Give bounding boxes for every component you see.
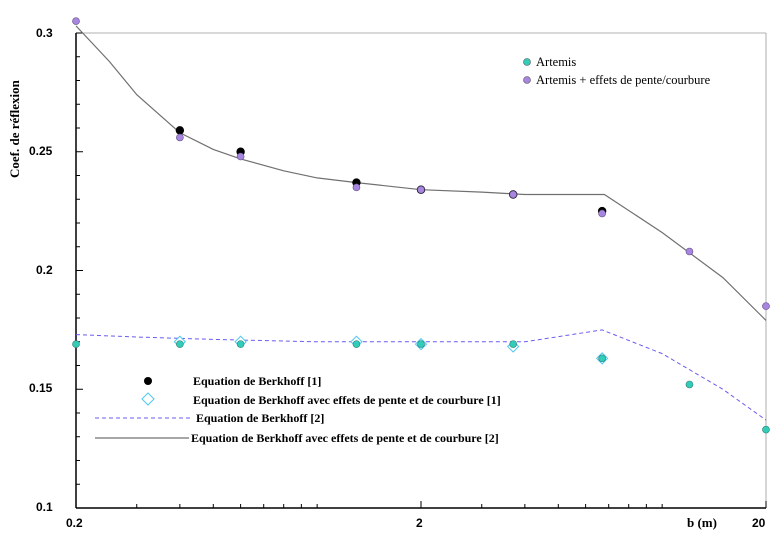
legend-label-berkhoff-1: Equation de Berkhoff [1] — [193, 374, 321, 388]
marker-artemis-pc — [417, 185, 425, 194]
marker-artemis-pc — [176, 133, 184, 142]
legend-marker-berkhoff-pc-1 — [141, 392, 155, 406]
series-line-berkhoff-pc-2 — [75, 25, 767, 321]
series-line-berkhoff-2 — [75, 329, 767, 421]
marker-artemis — [598, 354, 606, 363]
x-tick-label: 20 — [752, 516, 766, 530]
marker-artemis — [236, 340, 245, 348]
marker-artemis — [685, 380, 694, 389]
marker-berkhoff-1 — [175, 126, 185, 135]
legend-label-berkhoff-pc-1: Equation de Berkhoff avec effets de pent… — [193, 393, 501, 407]
marker-artemis-pc — [352, 183, 361, 192]
y-tick-label: 0.15 — [29, 381, 53, 395]
marker-artemis — [176, 340, 184, 348]
marker-artemis-pc — [509, 190, 517, 199]
legend-label-berkhoff-pc-2: Equation de Berkhoff avec effets de pent… — [191, 431, 499, 445]
legend-bottom: Equation de Berkhoff [1] Equation de Ber… — [95, 374, 501, 445]
legend-top: Artemis Artemis + effets de pente/courbu… — [523, 55, 711, 87]
marker-artemis-pc — [598, 209, 606, 218]
legend-label-artemis: Artemis — [536, 55, 576, 69]
legend-marker-artemis — [523, 58, 531, 66]
legend-label-berkhoff-2: Equation de Berkhoff [2] — [196, 411, 324, 425]
marker-artemis — [509, 340, 517, 348]
y-tick-label: 0.1 — [36, 500, 53, 514]
legend-marker-artemis-pc — [523, 76, 531, 84]
marker-artemis-pc — [72, 17, 80, 25]
marker-artemis-pc — [685, 247, 694, 256]
x-tick-label: 0.2 — [66, 516, 83, 530]
marker-artemis-pc — [762, 302, 770, 310]
legend-label-artemis-pc: Artemis + effets de pente/courbure — [536, 73, 711, 87]
marker-artemis-pc — [236, 152, 245, 161]
y-tick-label: 0.25 — [29, 144, 53, 158]
x-tick-label: 2 — [416, 516, 423, 530]
markers — [72, 17, 770, 434]
y-tick-label: 0.3 — [36, 26, 53, 40]
legend-marker-berkhoff-1 — [144, 377, 152, 385]
marker-artemis — [417, 340, 425, 348]
marker-artemis — [352, 340, 361, 348]
marker-artemis — [762, 425, 770, 434]
y-axis-title: Coef. de réflexion — [7, 79, 22, 178]
marker-artemis — [72, 340, 80, 348]
y-tick-label: 0.2 — [36, 263, 53, 277]
x-axis-title: b (m) — [687, 515, 717, 530]
